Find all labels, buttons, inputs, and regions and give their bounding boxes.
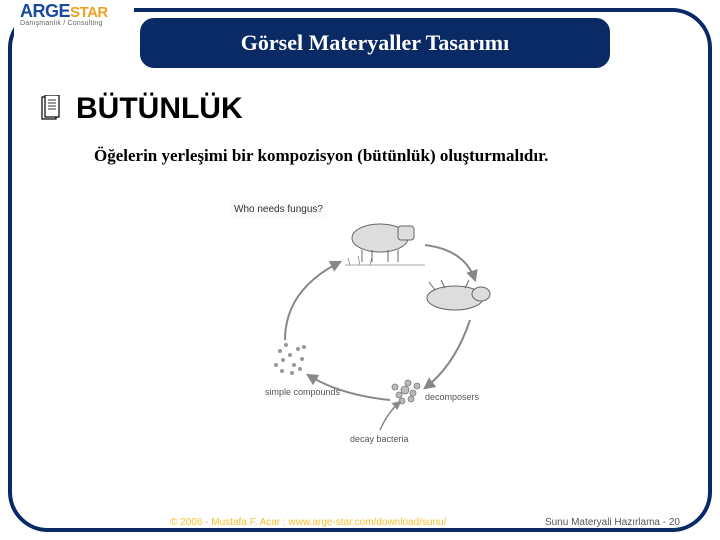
heading-row: BÜTÜNLÜK <box>40 92 680 126</box>
logo-brand-1: ARGE <box>20 1 70 21</box>
page-number: 20 <box>669 517 680 528</box>
body-text: Öğelerin yerleşimi bir kompozisyon (bütü… <box>94 146 680 166</box>
label-simple-compounds: simple compounds <box>265 387 341 397</box>
footer-copyright: © 2006 - Mustafa F. Acar : www.arge-star… <box>170 517 446 528</box>
title-bar: Görsel Materyaller Tasarımı <box>140 18 610 68</box>
diagram-caption: Who needs fungus? <box>230 202 327 217</box>
section-heading: BÜTÜNLÜK <box>76 92 243 126</box>
slide-title: Görsel Materyaller Tasarımı <box>162 30 588 56</box>
footer-prefix: Sunu Materyali Hazırlama - <box>545 517 669 528</box>
label-decay-bacteria: decay bacteria <box>350 434 409 444</box>
footer-page: Sunu Materyali Hazırlama - 20 <box>545 517 680 528</box>
logo-tagline: Danışmanlık / Consulting <box>20 20 128 27</box>
cycle-diagram: Who needs fungus? <box>230 190 520 460</box>
label-decomposers: decomposers <box>425 392 480 402</box>
book-bullet-icon <box>40 95 62 123</box>
logo-brand-2: STAR <box>70 4 108 21</box>
logo: ARGESTAR Danışmanlık / Consulting <box>14 0 134 40</box>
